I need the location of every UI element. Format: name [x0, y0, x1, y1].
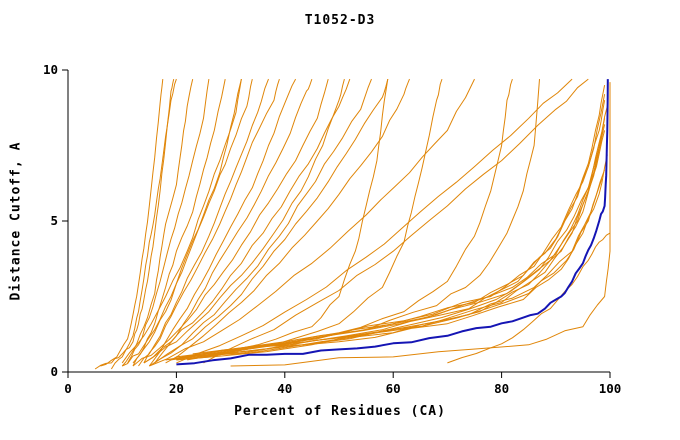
y-tick-label: 10	[43, 62, 58, 77]
series-model-23	[176, 94, 606, 358]
series-model-18	[203, 78, 589, 364]
series-model-15	[165, 78, 410, 364]
series-model-35	[94, 78, 175, 370]
x-tick-label: 80	[494, 381, 509, 396]
series-model-33	[219, 169, 606, 355]
x-tick-label: 20	[169, 381, 184, 396]
series-model-28	[170, 130, 606, 361]
y-tick-label: 0	[50, 364, 58, 379]
series-model-26	[176, 106, 608, 361]
y-tick-label: 5	[50, 213, 58, 228]
x-tick-label: 60	[386, 381, 401, 396]
series-model-20	[187, 78, 443, 361]
series-model-31	[203, 154, 608, 358]
series-model-16	[149, 78, 475, 367]
x-tick-label: 0	[64, 381, 72, 396]
series-model-07	[138, 78, 269, 367]
series-model-11	[132, 78, 329, 367]
series-model-30	[192, 118, 606, 355]
series-model-32	[208, 178, 603, 355]
series-model-14	[154, 78, 389, 364]
series-model-39	[230, 82, 611, 367]
series-model-10	[154, 78, 313, 364]
series-model-19	[176, 79, 389, 361]
series-model-13	[149, 78, 372, 367]
series-model-04	[132, 79, 226, 367]
series-model-08	[143, 78, 280, 364]
series-model-02	[121, 78, 194, 367]
x-tick-label: 40	[277, 381, 292, 396]
series-model-38	[121, 79, 242, 364]
x-axis-label: Percent of Residues (CA)	[234, 404, 446, 419]
x-tick-label: 100	[599, 381, 622, 396]
series-best-model	[176, 79, 609, 366]
series-model-06	[132, 78, 253, 364]
chart-title: T1052-D3	[304, 13, 376, 28]
series-model-22	[176, 79, 540, 361]
series-model-37	[143, 78, 345, 364]
series-model-09	[148, 78, 297, 367]
series-model-17	[176, 78, 573, 364]
series-model-34	[447, 232, 611, 364]
series-model-27	[198, 124, 606, 358]
series-model-05	[121, 78, 242, 367]
series-model-36	[100, 79, 164, 367]
